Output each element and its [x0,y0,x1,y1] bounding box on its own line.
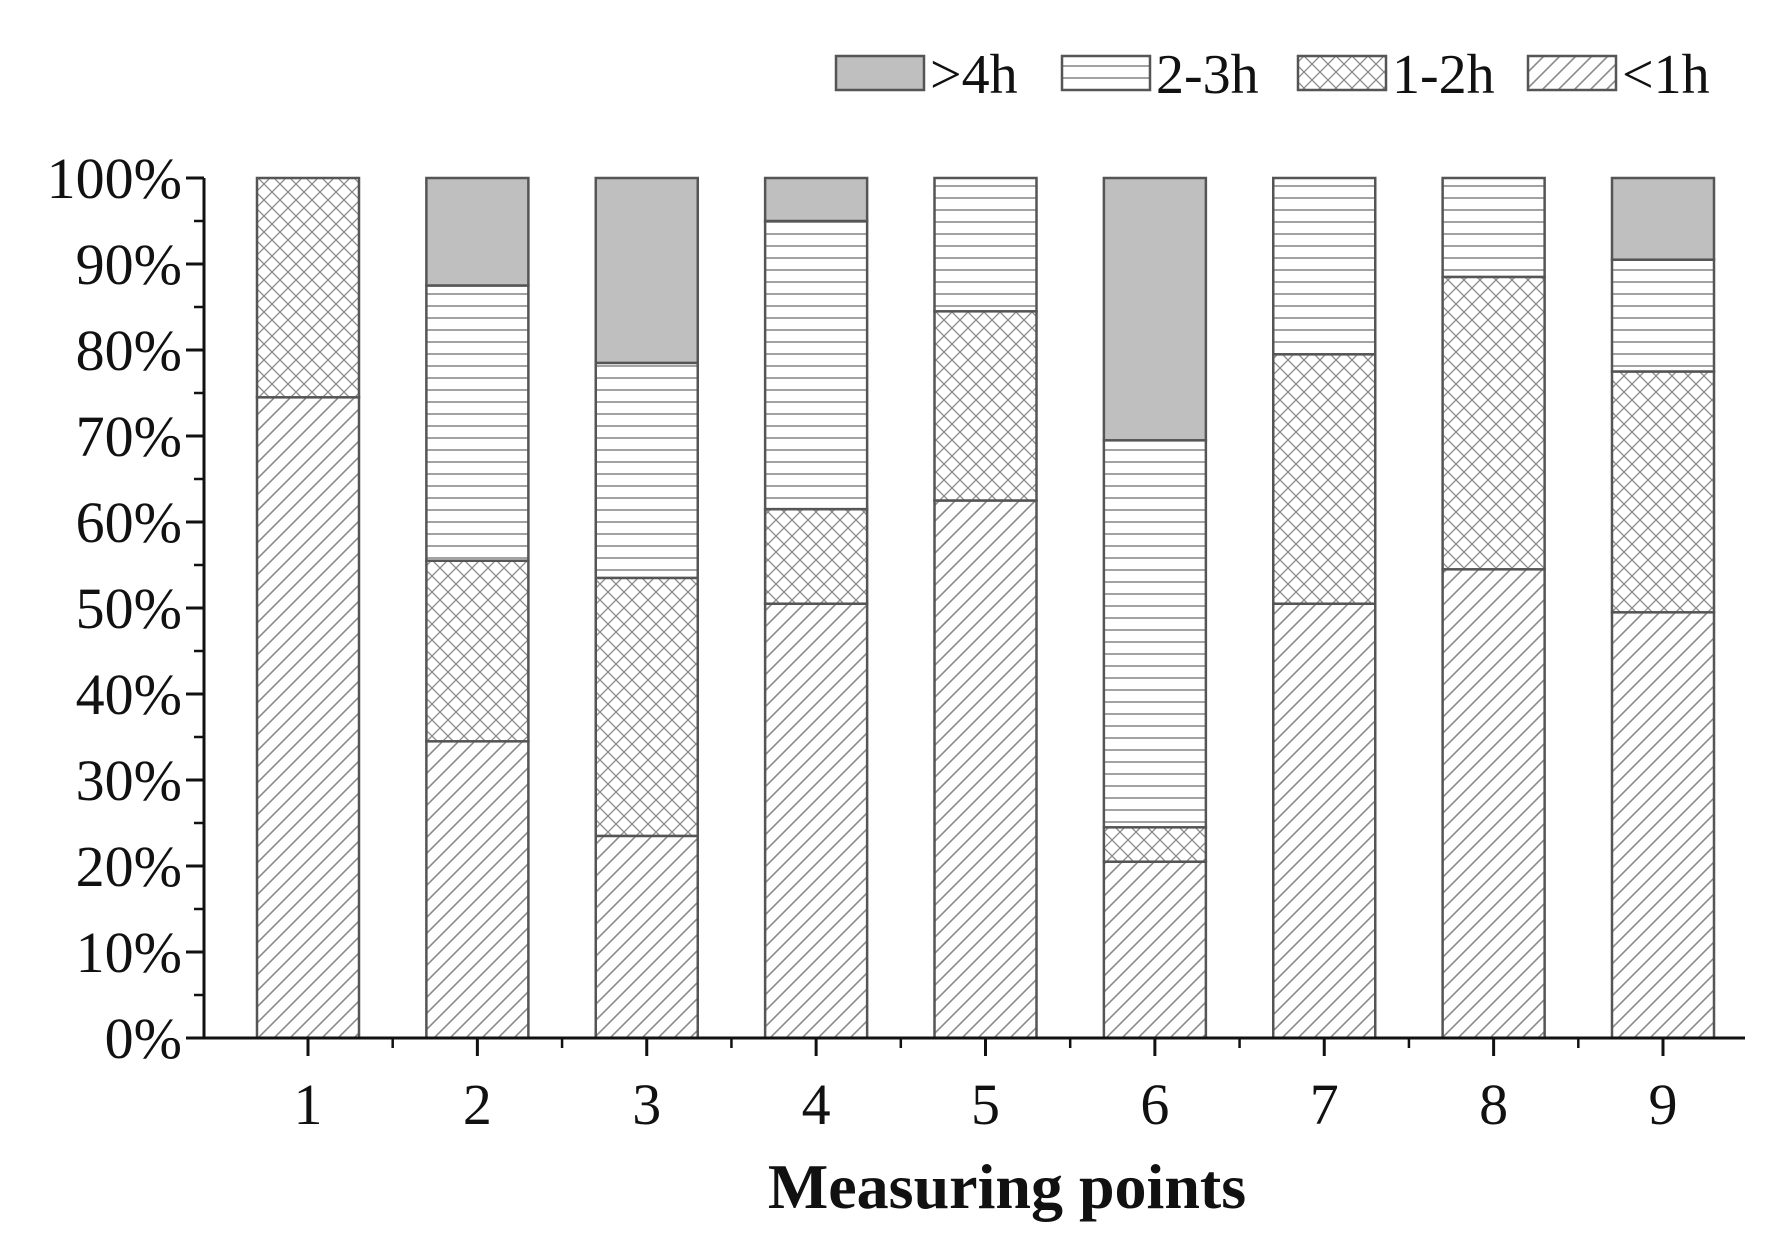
bar-segment-5-2 [933,310,1038,502]
bar-segment-6-3 [1102,439,1208,829]
x-tick-label: 2 [463,1072,492,1137]
x-tick-label: 1 [294,1072,323,1137]
legend-label-4: <1h [1622,44,1710,106]
bar-segment-8-1 [1441,568,1546,1040]
y-tick-label: 80% [76,318,182,383]
legend-label-3: 1-2h [1392,44,1495,106]
x-tick-label: 8 [1479,1072,1508,1137]
bar-segment-4-1 [763,602,869,1040]
bar-segment-4-4 [763,176,869,223]
bar-segment-8-2 [1441,275,1546,571]
x-tick-label: 4 [802,1072,831,1137]
x-tick-label: 3 [632,1072,661,1137]
bar-segment-7-3 [1272,176,1377,356]
bar-segment-4-2 [763,507,869,605]
y-tick-label: 40% [76,662,182,727]
bar-segment-6-2 [1102,826,1208,863]
axes: 0% 10% 20% 30% 40% 50% 60% 70% 80% 90% 100% 1 2 3 4 5 6 7… [47,146,1745,1137]
x-tick-label: 5 [971,1072,1000,1137]
bar-segment-1-2 [255,176,361,399]
y-tick-label: 100% [47,146,182,211]
bar-segment-1-1 [255,396,361,1040]
x-tick-label: 9 [1649,1072,1678,1137]
bar-segment-3-3 [594,361,699,580]
bar-segment-7-1 [1272,602,1377,1040]
bar-segment-5-1 [933,499,1038,1040]
bar-segment-3-1 [594,834,699,1040]
y-tick-label: 70% [76,404,182,469]
bar-segment-5-3 [933,176,1038,313]
bars [255,176,1716,1040]
bar-segment-2-2 [425,559,530,743]
bar-segment-2-4 [425,176,530,287]
y-tick-label: 30% [76,748,182,813]
bar-segment-8-3 [1441,176,1546,279]
legend-label-1: >4h [930,44,1018,106]
bar-segment-3-4 [594,176,699,365]
legend-swatch-4 [1526,54,1618,92]
bar-segment-2-3 [425,284,530,562]
bar-segment-9-2 [1610,370,1716,614]
y-tick-label: 20% [76,834,182,899]
bar-segment-9-4 [1610,176,1716,261]
bar-segment-7-2 [1272,353,1377,605]
bar-segment-9-3 [1610,258,1716,373]
bar-segment-6-4 [1102,176,1208,442]
legend-swatch-3 [1296,54,1388,92]
legend-swatch-1 [834,54,926,92]
bar-segment-4-3 [763,219,869,511]
y-tick-label: 0% [105,1006,182,1071]
bar-segment-2-1 [425,740,530,1040]
legend: >4h 2-3h 1-2h <1h [834,44,1710,106]
y-tick-label: 90% [76,232,182,297]
legend-label-2: 2-3h [1156,44,1259,106]
x-tick-label: 6 [1140,1072,1169,1137]
y-tick-label: 10% [76,920,182,985]
bar-segment-6-1 [1102,860,1208,1040]
legend-swatch-2 [1060,54,1152,92]
y-tick-label: 60% [76,490,182,555]
y-tick-label: 50% [76,576,182,641]
bar-segment-3-2 [594,576,699,838]
bar-segment-9-1 [1610,611,1716,1040]
x-tick-label: 7 [1310,1072,1339,1137]
x-axis-title: Measuring points [768,1151,1246,1222]
